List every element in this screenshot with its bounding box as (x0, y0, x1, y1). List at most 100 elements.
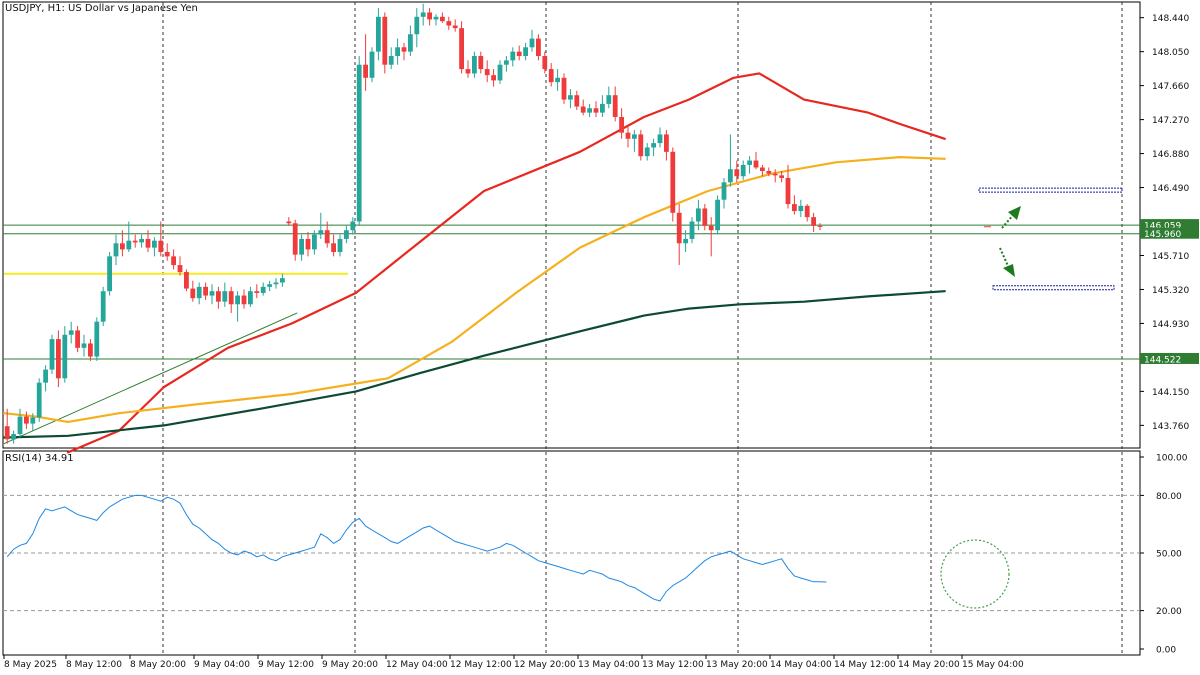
candle-body (177, 265, 183, 273)
candle-body (779, 175, 784, 178)
candle-body (670, 151, 676, 213)
candle-body (216, 291, 221, 302)
up-arrow-shaft (1001, 213, 1015, 229)
candle-body (337, 238, 343, 253)
x-axis-label: 8 May 12:00 (66, 660, 122, 670)
candle-body (158, 240, 164, 253)
candle-body (568, 95, 573, 100)
candle-body (376, 16, 381, 52)
symbol-description: US Dollar vs Japanese Yen (68, 3, 198, 14)
candle-body (324, 230, 330, 244)
candle-body (408, 34, 413, 52)
candle-body (17, 416, 23, 435)
down-arrow-shaft (999, 247, 1009, 267)
candle-body (388, 56, 394, 65)
candle-body (107, 256, 112, 292)
candle-body (260, 286, 266, 293)
candle-body (312, 234, 317, 250)
candle-body (696, 208, 701, 222)
candle-body (433, 16, 439, 20)
price-tick-label: 144.930 (1152, 320, 1189, 330)
candle-body (747, 160, 752, 165)
candle-body (766, 170, 772, 174)
candle-body (708, 225, 714, 231)
symbol-label: USDJPY, H1: (5, 3, 65, 14)
candle-body (235, 295, 240, 305)
candle-body (75, 330, 80, 348)
rsi-highlight-circle (940, 539, 1010, 609)
candle-body (49, 339, 55, 370)
candle-body (804, 205, 810, 218)
candle-body (344, 230, 349, 239)
candle-body (94, 321, 100, 357)
candle-body (382, 16, 388, 65)
price-tick-label: 145.320 (1152, 286, 1189, 296)
candle-body (536, 38, 541, 57)
candle-body (203, 286, 208, 296)
price-tick-label: 147.270 (1152, 116, 1189, 126)
candle-body (510, 51, 516, 61)
candle-body (254, 291, 260, 293)
candle-body (459, 28, 464, 70)
price-tick-label: 148.050 (1152, 48, 1189, 58)
x-axis-label: 9 May 20:00 (322, 660, 378, 670)
candle-body (440, 16, 445, 22)
candle-body (350, 221, 356, 231)
candle-body (11, 434, 16, 440)
candle-body (273, 282, 279, 285)
candle-body (619, 116, 624, 133)
candle-body (529, 38, 535, 48)
price-tick-label: 143.760 (1152, 422, 1189, 432)
price-tick-label: 145.710 (1152, 252, 1189, 262)
moving-average-line-2 (2, 156, 946, 423)
candle-body (785, 177, 791, 205)
down-arrow-head (1003, 264, 1015, 277)
price-level-tag (1140, 352, 1199, 364)
price-tick-label: 148.440 (1152, 14, 1189, 24)
x-axis-label: 14 May 20:00 (898, 660, 960, 670)
price-tick-label: 146.880 (1152, 150, 1189, 160)
candle-body (772, 173, 778, 176)
candle-body (305, 238, 311, 250)
candle-body (574, 95, 580, 107)
x-axis-label: 13 May 12:00 (642, 660, 704, 670)
candle-body (56, 339, 61, 379)
candle-body (164, 252, 170, 257)
candle-body (651, 143, 656, 148)
rsi-tick-label: 0.00 (1156, 646, 1176, 656)
candle-body (100, 291, 106, 322)
rsi-tick-label: 100.00 (1156, 454, 1188, 464)
price-level-tag (1140, 227, 1199, 239)
candle-body (478, 56, 484, 70)
moving-average-line-3 (2, 290, 946, 439)
upper-target-zone (978, 187, 1123, 193)
candle-body (561, 77, 567, 100)
candle-body (184, 272, 189, 289)
candle-body (612, 95, 618, 117)
candle-body (395, 47, 400, 57)
candle-body (472, 56, 477, 74)
candle-body (248, 291, 253, 305)
candle-body (363, 64, 368, 78)
candle-body (523, 47, 528, 57)
candle-body (427, 12, 432, 20)
x-axis-label: 13 May 20:00 (706, 660, 768, 670)
rsi-tick-label: 80.00 (1156, 492, 1182, 502)
price-level-tag-text: 145.960 (1144, 230, 1181, 240)
candle-body (36, 382, 42, 418)
candle-body (152, 240, 157, 248)
candle-body (241, 295, 247, 305)
candle-body (222, 291, 228, 302)
rsi-label: RSI(14) 34.91 (5, 453, 74, 464)
candle-body (792, 204, 797, 212)
x-axis-label: 8 May 2025 (4, 660, 57, 670)
candle-body (81, 343, 87, 348)
candle-body (702, 208, 708, 226)
candle-body (228, 291, 234, 305)
candle-body (580, 106, 586, 113)
x-axis-label: 9 May 04:00 (194, 660, 250, 670)
rsi-line (6, 494, 827, 602)
candle-body (280, 278, 285, 283)
candle-body (676, 212, 682, 244)
